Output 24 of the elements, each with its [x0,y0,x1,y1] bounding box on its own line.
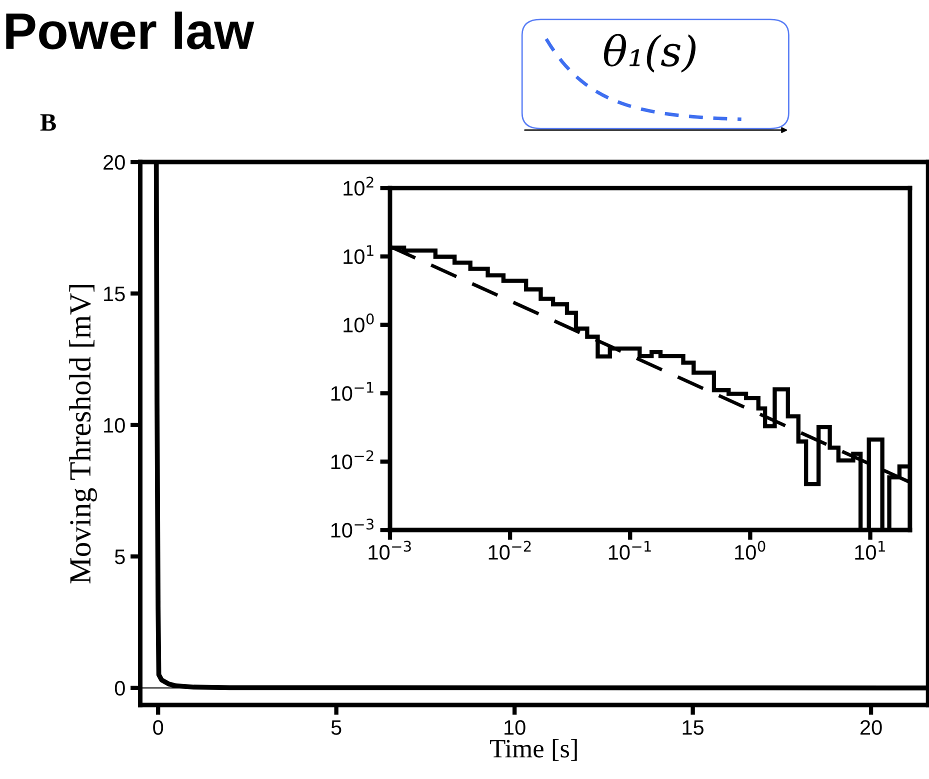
x-tick-label: 0 [153,720,164,735]
text: B [40,114,56,131]
y-tick-label: 10$^{−3}$ [331,518,374,538]
y-tick-label: 10$^{2}$ [344,176,374,196]
x-tick-label: 20 [860,720,882,735]
y-tick-label: 10$^{1}$ [344,245,374,264]
x-tick-label: 10 [504,720,526,735]
x-tick-label: 10$^{−2}$ [488,540,531,560]
y-tick-label: 15 [104,286,125,302]
text: θ₁(s) [604,34,696,73]
x-tick-label: 10$^{0}$ [735,540,766,560]
x-tick-label: 10$^{−1}$ [608,540,651,560]
y-tick-label: 10 [104,418,125,433]
y-tick-label: 10$^{0}$ [344,313,374,332]
x-tick-label: 10$^{−3}$ [368,540,411,560]
chart-title: Power law [6,12,254,50]
x-tick-label: 15 [682,720,704,735]
y-tick-label: 10$^{−2}$ [331,450,374,470]
x-axis-title: Time [s] [490,739,577,761]
y-tick-label: 20 [104,155,125,170]
x-tick-label: 10$^{1}$ [855,540,885,560]
y-tick-label: 10$^{−1}$ [331,382,374,401]
y-axis-title: Moving Threshold [mV] [69,284,97,584]
y-tick-label: 0 [114,680,125,696]
